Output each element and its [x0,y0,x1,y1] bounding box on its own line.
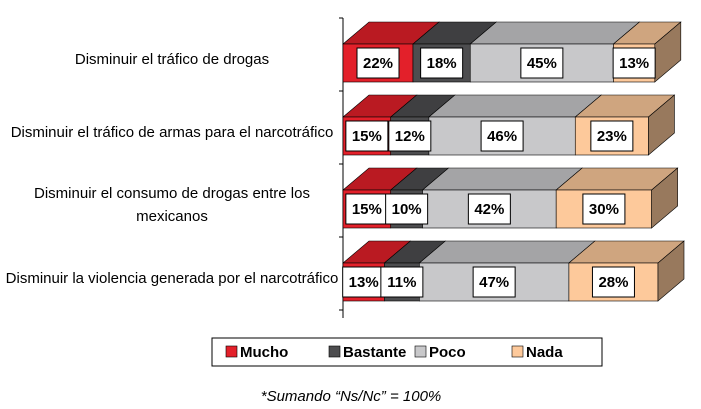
category-label: Disminuir el tráfico de armas para el na… [10,123,334,141]
value-label: 15% [352,201,382,218]
value-label-box [467,193,511,225]
value-label-box [380,266,424,298]
footnote: *Sumando “Ns/Nc” = 100% [261,388,442,405]
legend-swatch [225,345,238,358]
value-label-box [342,266,386,298]
value-label-box [420,47,464,79]
legend-swatch [328,345,341,358]
legend-label: Poco [429,344,466,361]
value-label-box [345,193,389,225]
value-label-box [356,47,400,79]
value-label-box [591,266,635,298]
value-label: 18% [427,55,457,72]
value-label: 12% [395,128,425,145]
legend-label: Nada [526,344,563,361]
value-label-box [612,47,656,79]
value-label: 23% [597,128,627,145]
category-label: Disminuir el tráfico de drogas [74,50,270,68]
value-label: 15% [352,128,382,145]
legend-box [211,337,603,367]
bar-top [428,94,603,118]
value-label: 30% [589,201,619,218]
value-label: 13% [619,55,649,72]
value-label-box [385,193,429,225]
bar-top [469,21,641,45]
value-label-box [520,47,564,79]
value-label: 42% [474,201,504,218]
value-label: 11% [387,274,416,291]
value-label-box [582,193,626,225]
bar-side [648,94,675,156]
value-label-box [472,266,516,298]
legend-label: Bastante [343,344,406,361]
value-label: 28% [598,274,628,291]
category-label: Disminuir la violencia generada por el n… [5,269,339,287]
value-label: 10% [392,201,422,218]
value-label-box [590,120,634,152]
value-label-box [345,120,389,152]
value-label: 22% [363,55,393,72]
legend-swatch [511,345,524,358]
value-label: 45% [527,55,557,72]
bar-top [418,240,596,264]
value-label-box [480,120,524,152]
value-label: 47% [479,274,509,291]
bar-top [421,167,584,191]
category-label: Disminuir el consumo de drogas entre los… [34,185,310,225]
legend-swatch [414,345,427,358]
value-label-box [388,120,432,152]
value-label: 46% [487,128,517,145]
legend-label: Mucho [240,344,288,361]
value-label: 13% [349,274,379,291]
bar-side [657,240,685,302]
bar-side [651,167,678,229]
